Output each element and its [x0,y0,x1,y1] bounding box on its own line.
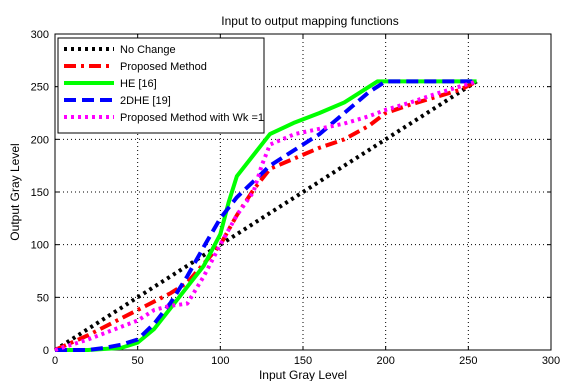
series-line-5 [54,79,478,352]
x-tick-label: 100 [211,355,229,367]
legend: No Change Proposed Method HE [16] 2DHE [19]… [57,37,265,134]
legend-label-5: Proposed Method with Wk =1 [120,112,264,124]
axes: 0 50 100 150 200 250 300 0 50 100 150 200 250 300 [31,29,561,367]
y-axis-label: Output Gray Level [8,143,22,240]
legend-label-1: No Change [120,44,176,56]
legend-label-4: 2DHE [19] [120,95,171,107]
y-tick-label: 250 [31,82,49,94]
series-line-3 [55,79,477,352]
chart-title: Input to output mapping functions [221,14,398,28]
x-axis-label: Input Gray Level [259,368,347,381]
legend-label-3: HE [16] [120,78,157,90]
y-tick-label: 0 [43,345,49,357]
y-tick-label: 100 [31,240,49,252]
y-tick-label: 50 [37,292,49,304]
x-tick-label: 50 [132,355,144,367]
x-tick-label: 300 [542,355,560,367]
x-tick-label: 150 [294,355,312,367]
series-line-4 [55,79,477,352]
y-tick-label: 200 [31,134,49,146]
legend-label-2: Proposed Method [120,61,207,73]
y-tick-label: 300 [31,29,49,41]
series-line-2 [54,79,478,352]
x-tick-label: 250 [459,355,477,367]
y-tick-label: 150 [31,187,49,199]
x-tick-label: 0 [52,355,58,367]
x-tick-label: 200 [376,355,394,367]
series-lines [53,79,478,352]
